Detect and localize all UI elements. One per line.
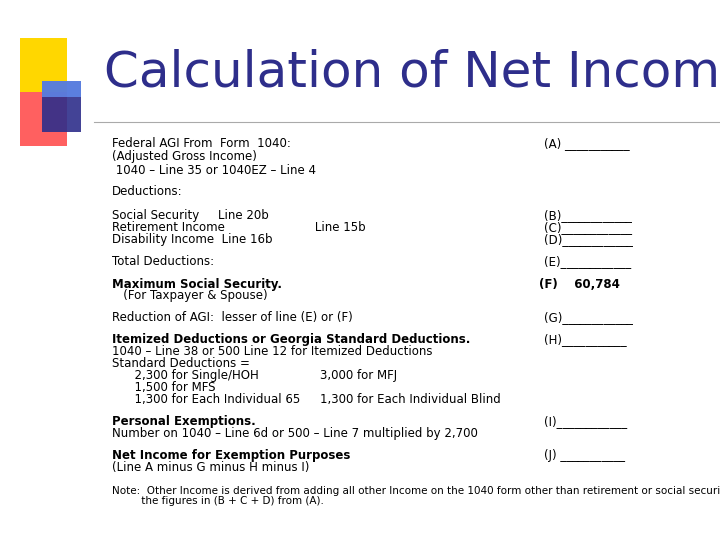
Text: (I)____________: (I)____________ bbox=[544, 415, 626, 428]
Text: Itemized Deductions or Georgia Standard Deductions.: Itemized Deductions or Georgia Standard … bbox=[112, 333, 470, 346]
Text: Reduction of AGI:  lesser of line (E) or (F): Reduction of AGI: lesser of line (E) or … bbox=[112, 311, 352, 324]
Text: (Line A minus G minus H minus I): (Line A minus G minus H minus I) bbox=[112, 461, 309, 474]
Text: the figures in (B + C + D) from (A).: the figures in (B + C + D) from (A). bbox=[112, 496, 323, 506]
Text: 2,300 for Single/HOH: 2,300 for Single/HOH bbox=[112, 369, 258, 382]
Text: 3,000 for MFJ: 3,000 for MFJ bbox=[320, 369, 397, 382]
Text: 1,300 for Each Individual Blind: 1,300 for Each Individual Blind bbox=[320, 393, 501, 406]
Text: (C)____________: (C)____________ bbox=[544, 221, 631, 234]
Text: Federal AGI From  Form  1040:: Federal AGI From Form 1040: bbox=[112, 137, 290, 150]
Text: Standard Deductions =: Standard Deductions = bbox=[112, 357, 249, 370]
Text: 1040 – Line 38 or 500 Line 12 for Itemized Deductions: 1040 – Line 38 or 500 Line 12 for Itemiz… bbox=[112, 345, 432, 358]
Text: Calculation of Net Income: Calculation of Net Income bbox=[104, 49, 720, 97]
Text: 1040 – Line 35 or 1040EZ – Line 4: 1040 – Line 35 or 1040EZ – Line 4 bbox=[112, 164, 315, 177]
Text: Maximum Social Security.: Maximum Social Security. bbox=[112, 278, 282, 291]
Text: 1,500 for MFS: 1,500 for MFS bbox=[112, 381, 215, 394]
Text: Personal Exemptions.: Personal Exemptions. bbox=[112, 415, 256, 428]
Text: (F)    60,784: (F) 60,784 bbox=[539, 278, 652, 291]
Text: (H)___________: (H)___________ bbox=[544, 333, 626, 346]
Text: (Adjusted Gross Income): (Adjusted Gross Income) bbox=[112, 150, 256, 163]
Text: Number on 1040 – Line 6d or 500 – Line 7 multiplied by 2,700: Number on 1040 – Line 6d or 500 – Line 7… bbox=[112, 427, 477, 440]
Text: Social Security     Line 20b: Social Security Line 20b bbox=[112, 210, 269, 222]
Text: Retirement Income                        Line 15b: Retirement Income Line 15b bbox=[112, 221, 365, 234]
Text: (B)____________: (B)____________ bbox=[544, 210, 631, 222]
Text: 1,300 for Each Individual 65: 1,300 for Each Individual 65 bbox=[112, 393, 300, 406]
Text: (J) ___________: (J) ___________ bbox=[544, 449, 625, 462]
Text: (E)____________: (E)____________ bbox=[544, 255, 631, 268]
Text: Net Income for Exemption Purposes: Net Income for Exemption Purposes bbox=[112, 449, 350, 462]
Text: (A) ___________: (A) ___________ bbox=[544, 137, 629, 150]
Text: (D)____________: (D)____________ bbox=[544, 233, 632, 246]
Text: Disability Income  Line 16b: Disability Income Line 16b bbox=[112, 233, 272, 246]
Text: (G)____________: (G)____________ bbox=[544, 311, 632, 324]
Text: Note:  Other Income is derived from adding all other Income on the 1040 form oth: Note: Other Income is derived from addin… bbox=[112, 487, 720, 496]
Text: (For Taxpayer & Spouse): (For Taxpayer & Spouse) bbox=[112, 289, 267, 302]
Text: Deductions:: Deductions: bbox=[112, 185, 182, 198]
Text: Total Deductions:: Total Deductions: bbox=[112, 255, 214, 268]
